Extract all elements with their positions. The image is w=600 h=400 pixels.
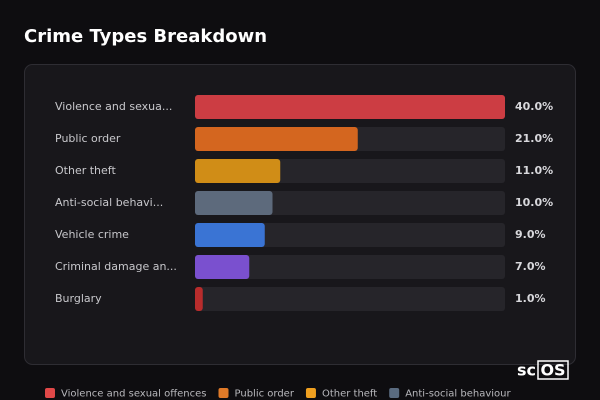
category-label: Anti-social behavi... xyxy=(55,196,163,209)
category-label: Other theft xyxy=(55,164,116,177)
watermark-box xyxy=(537,360,569,380)
bar xyxy=(195,127,358,151)
legend-label: Public order xyxy=(235,389,295,400)
legend-swatch xyxy=(389,388,400,398)
watermark: sc xyxy=(517,361,536,380)
legend-label: Anti-social behaviour xyxy=(405,389,511,400)
legend-swatch xyxy=(45,388,55,398)
value-label: 7.0% xyxy=(515,260,546,273)
watermark: OS xyxy=(540,361,565,380)
bar-track xyxy=(195,287,505,311)
legend-swatch xyxy=(305,388,316,398)
bar-track xyxy=(195,255,505,279)
chart-title: Crime Types Breakdown xyxy=(24,26,267,47)
bar xyxy=(195,159,281,183)
legend-label: Other theft xyxy=(322,389,377,400)
value-label: 10.0% xyxy=(515,196,553,209)
category-label: Public order xyxy=(55,132,121,145)
category-label: Violence and sexua... xyxy=(55,100,172,113)
value-label: 21.0% xyxy=(515,132,553,145)
value-label: 1.0% xyxy=(515,292,546,305)
legend-label: Violence and sexual offences xyxy=(61,389,207,400)
category-label: Criminal damage an... xyxy=(55,260,177,273)
category-label: Vehicle crime xyxy=(55,228,129,241)
bar xyxy=(195,191,273,215)
bar xyxy=(195,287,203,311)
category-label: Burglary xyxy=(55,292,102,305)
value-label: 11.0% xyxy=(515,164,553,177)
bar-track xyxy=(195,223,505,247)
bar xyxy=(195,95,505,119)
bar xyxy=(195,255,250,279)
legend-swatch xyxy=(218,388,229,398)
value-label: 9.0% xyxy=(515,228,546,241)
bar xyxy=(195,223,265,247)
value-label: 40.0% xyxy=(515,100,553,113)
